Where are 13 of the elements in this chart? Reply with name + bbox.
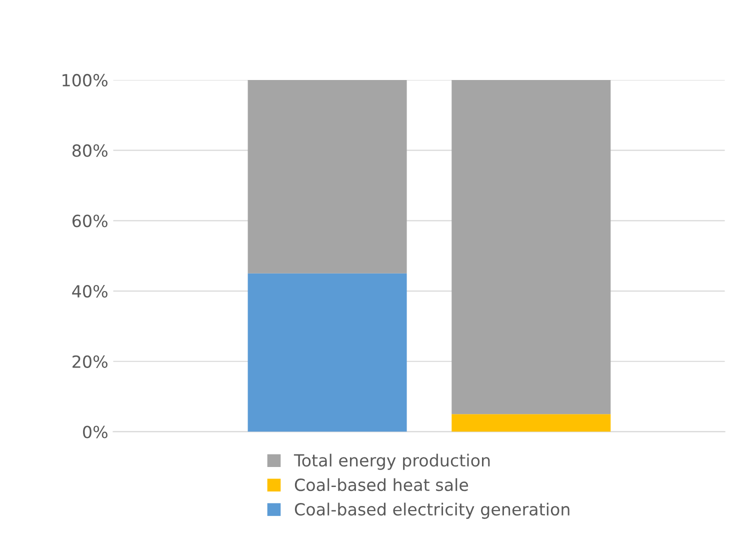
y-tick-label: 60%: [72, 214, 108, 228]
y-tick-label: 100%: [62, 74, 108, 87]
legend-label: Coal-based electricity generation: [294, 502, 570, 519]
y-tick-label: 20%: [72, 355, 108, 368]
bar: [452, 414, 611, 432]
legend-label: Total energy production: [294, 454, 490, 470]
y-tick-label: 40%: [72, 284, 108, 298]
y-tick-label: 80%: [72, 144, 108, 157]
bar: [248, 273, 407, 432]
bar: [452, 80, 611, 414]
legend-label: Coal-based heat sale: [294, 478, 468, 492]
y-tick-label: 0%: [83, 426, 108, 438]
bar: [248, 80, 407, 274]
